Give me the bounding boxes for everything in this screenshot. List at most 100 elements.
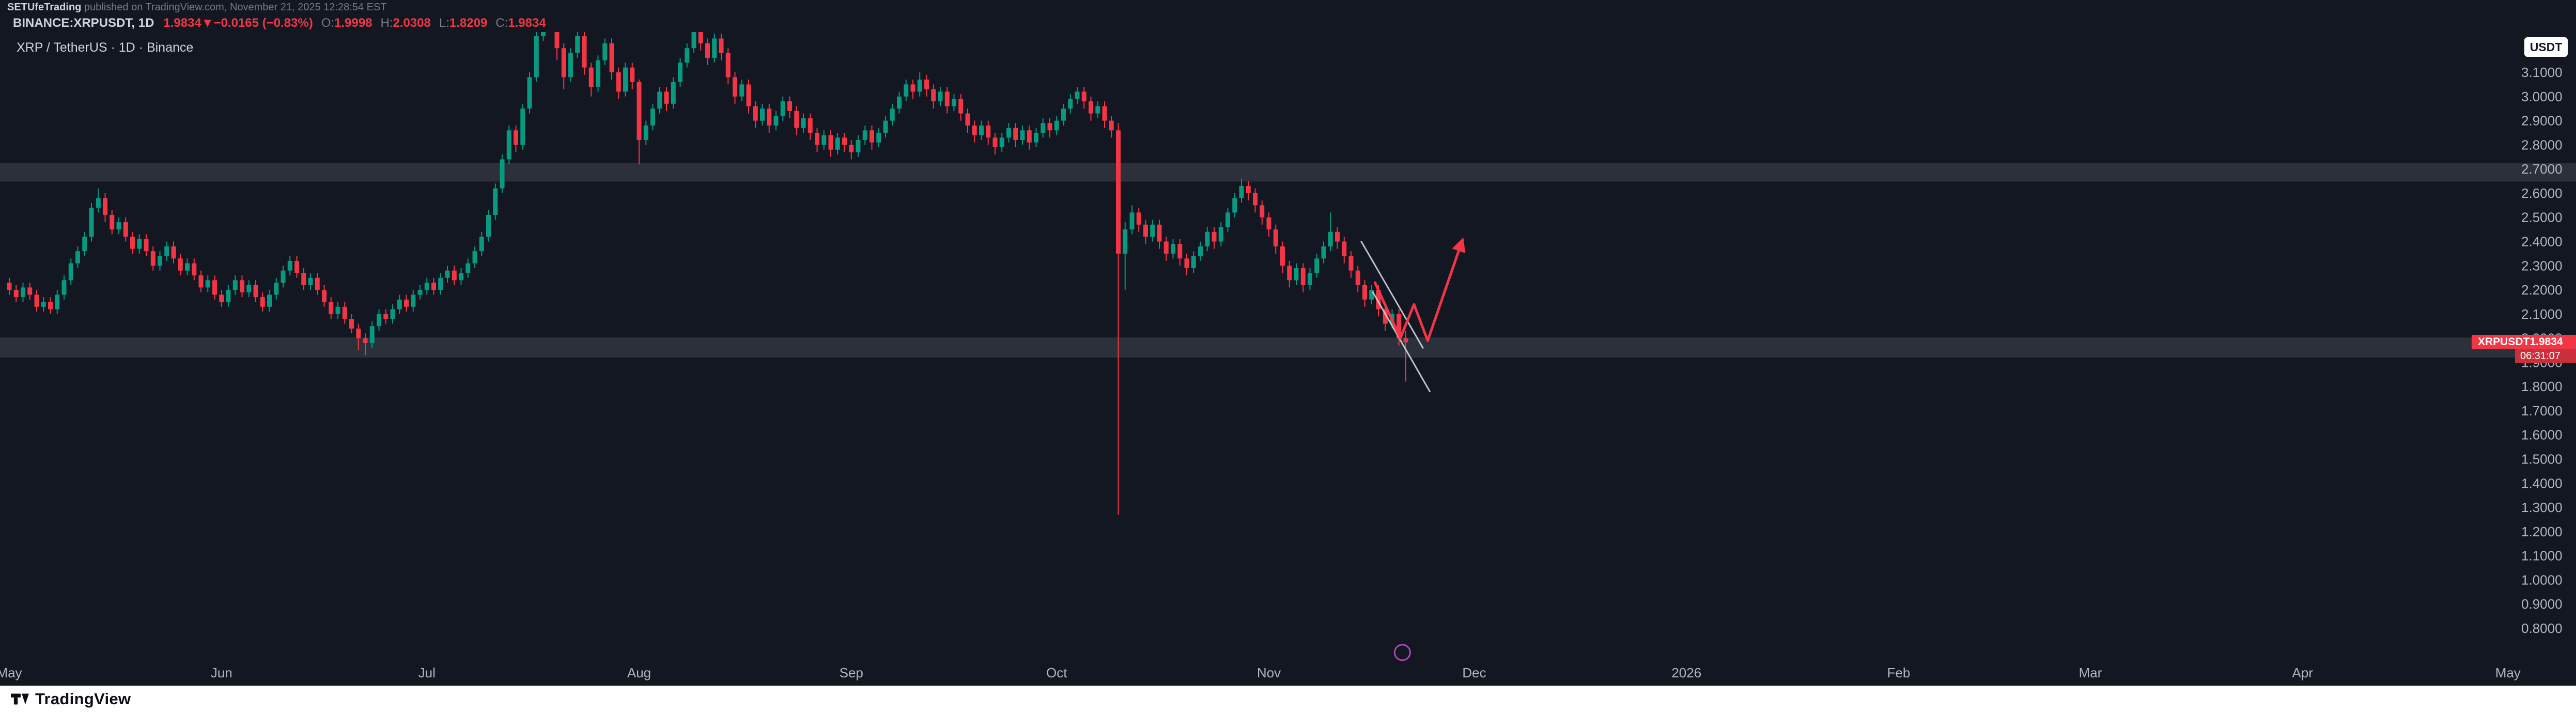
candle [1376, 290, 1381, 309]
footer-bar: TradingView [0, 686, 2576, 712]
price-label-symbol: XRPUSDT [2478, 336, 2530, 348]
current-price-label: XRPUSDT 1.9834 [2472, 335, 2576, 349]
candle [1246, 185, 1251, 193]
candle [671, 82, 676, 104]
candle [1191, 256, 1196, 268]
candle [13, 290, 19, 298]
candle [1260, 205, 1265, 218]
high-label: H: [380, 16, 393, 30]
candle [1116, 130, 1121, 254]
candle [198, 275, 204, 288]
candle [506, 130, 511, 160]
candle [1205, 231, 1210, 246]
candle [1177, 244, 1183, 259]
candle [397, 299, 402, 309]
candle [1369, 290, 1374, 300]
candle [883, 120, 888, 133]
time-axis-label: Feb [1887, 665, 1911, 680]
candle [897, 96, 902, 109]
candle [404, 299, 409, 307]
candle [123, 222, 128, 237]
candle [500, 159, 505, 189]
candle [212, 280, 217, 295]
price-axis-label: 1.1000 [2521, 548, 2563, 564]
projection-arrow[interactable] [1373, 237, 1466, 342]
candle [733, 77, 737, 97]
price-axis-label: 2.9000 [2521, 113, 2563, 129]
high-value: 2.0308 [393, 16, 431, 30]
candle [41, 302, 46, 307]
chart-legend[interactable]: XRP / TetherUS · 1D · Binance [17, 40, 194, 55]
candle [1102, 106, 1107, 121]
candle [158, 256, 162, 266]
candle [103, 198, 107, 215]
time-axis-label: Nov [1257, 665, 1281, 680]
candle [301, 273, 306, 285]
candle [1041, 123, 1046, 133]
candle [1355, 270, 1360, 285]
price-axis-label: 2.7000 [2521, 161, 2563, 177]
resistance-zone[interactable] [0, 163, 2576, 182]
candle [870, 130, 874, 143]
candle [1068, 99, 1073, 109]
candle [110, 215, 115, 230]
candle [246, 285, 252, 292]
candle [1157, 224, 1162, 242]
currency-toggle-button[interactable]: USDT [2524, 37, 2568, 57]
candle [431, 283, 436, 290]
support-zone[interactable] [0, 337, 2576, 358]
candle [705, 43, 710, 58]
price-axis-label: 1.5000 [2521, 452, 2563, 467]
candle [917, 80, 922, 92]
symbol-title[interactable]: BINANCE:XRPUSDT, 1D [13, 16, 154, 30]
candle [274, 283, 279, 295]
candle [773, 116, 779, 126]
candle [89, 207, 94, 237]
candle [725, 53, 731, 78]
candle [821, 135, 827, 145]
candle [1328, 231, 1333, 246]
candle [958, 99, 964, 114]
price-change: −0.0165 (−0.83%) [213, 16, 313, 30]
candle [1027, 130, 1032, 143]
candle [75, 251, 80, 264]
candle [753, 106, 758, 121]
candle [630, 67, 635, 82]
candle [780, 101, 785, 116]
candle [664, 91, 669, 104]
candle [424, 283, 429, 290]
candle [986, 125, 991, 138]
author-name[interactable]: SETUfeTrading [7, 1, 82, 13]
price-axis-label: 1.3000 [2521, 500, 2563, 515]
candle [808, 118, 813, 133]
candles-layer [7, 32, 1408, 515]
trendline[interactable] [1360, 240, 1424, 349]
candle [1095, 106, 1100, 114]
price-axis-label: 3.0000 [2521, 89, 2563, 104]
candle [534, 36, 539, 78]
footer-brand[interactable]: TradingView [35, 689, 131, 708]
price-axis-label: 1.6000 [2521, 427, 2563, 443]
candle [253, 285, 258, 298]
candle [281, 270, 286, 283]
tradingview-logo-icon[interactable] [10, 689, 30, 709]
candle [21, 287, 25, 298]
candle [150, 251, 156, 266]
time-axis-label: Mar [2079, 665, 2102, 680]
candle [890, 109, 895, 121]
candle [171, 246, 176, 259]
bar-countdown: 06:31:07 [2515, 349, 2576, 363]
candle [1089, 101, 1093, 114]
candle [835, 137, 840, 150]
candle [561, 48, 566, 78]
circle-marker[interactable] [1393, 644, 1411, 661]
candle [1061, 109, 1066, 121]
candle [910, 84, 915, 92]
candle [514, 130, 518, 145]
price-axis-label: 2.5000 [2521, 210, 2563, 225]
candle [965, 113, 970, 126]
trendline[interactable] [1372, 291, 1431, 393]
candle [992, 137, 998, 148]
